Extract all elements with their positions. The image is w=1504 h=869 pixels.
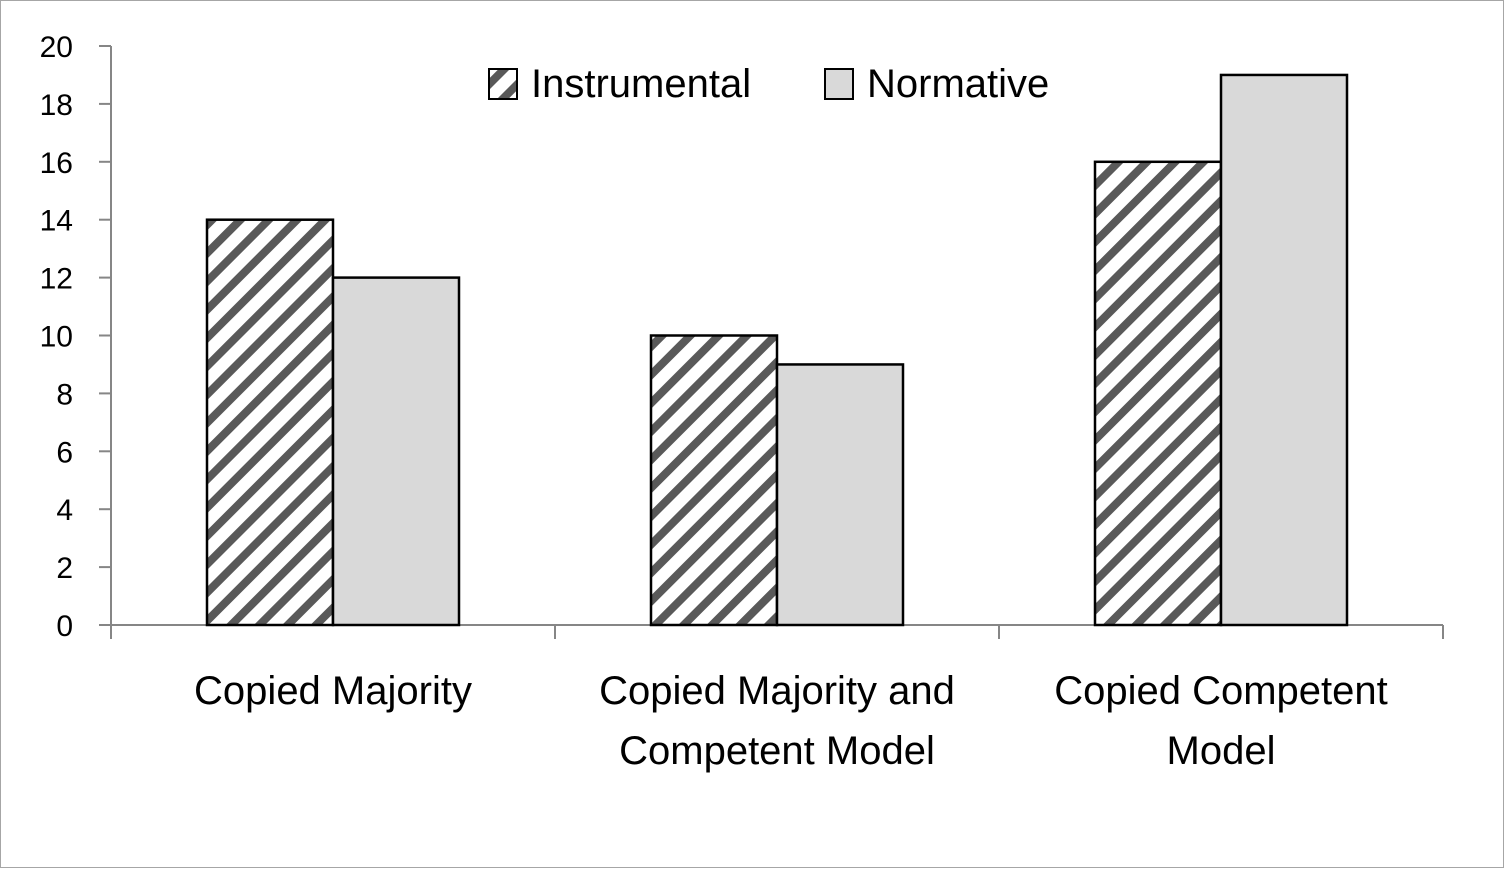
legend: Instrumental Normative (488, 62, 1049, 106)
y-tick-label: 10 (40, 321, 73, 354)
bars (205, 73, 1349, 627)
bar-normative-3 (1219, 73, 1349, 627)
bar-instrumental-2 (649, 334, 779, 627)
y-tick-label: 20 (40, 31, 73, 64)
legend-swatch-normative (824, 68, 854, 100)
labels: 0 2 4 6 8 10 12 14 16 18 20 Copied Majority Copied M… (40, 31, 1388, 773)
legend-swatch-instrumental (488, 68, 518, 100)
y-tick-label: 6 (56, 436, 73, 469)
y-tick-label: 18 (40, 89, 73, 122)
legend-label-instrumental: Instrumental (531, 62, 751, 106)
x-category-label: Competent Model (619, 729, 935, 773)
y-tick-label: 16 (40, 147, 73, 180)
legend-label-normative: Normative (867, 62, 1049, 106)
x-category-label: Copied Majority and (599, 669, 955, 713)
y-tick-label: 4 (56, 494, 73, 527)
y-tick-label: 0 (56, 610, 73, 643)
bar-instrumental-1 (205, 218, 335, 627)
x-category-label: Copied Competent (1054, 669, 1388, 713)
y-tick-label: 2 (56, 552, 73, 585)
x-category-label: Model (1167, 729, 1276, 773)
y-tick-label: 14 (40, 205, 73, 238)
bar-normative-1 (331, 276, 461, 627)
bar-normative-2 (775, 363, 905, 627)
y-tick-label: 12 (40, 263, 73, 296)
x-category-label: Copied Majority (194, 669, 472, 713)
bar-instrumental-3 (1093, 160, 1223, 627)
y-tick-label: 8 (56, 378, 73, 411)
